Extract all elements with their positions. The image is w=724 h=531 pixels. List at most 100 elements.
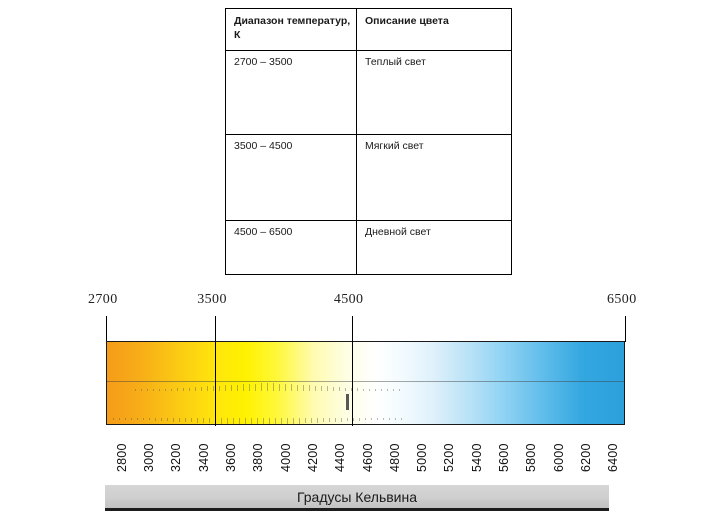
- ruler-tick: [369, 389, 370, 391]
- table-header-range: Диапазон температур, К: [225, 8, 357, 51]
- ruler-tick: [375, 389, 376, 391]
- ruler-tick: [155, 418, 156, 421]
- bottom-tick-label: 3200: [169, 443, 184, 472]
- bottom-tick-label: 3600: [223, 443, 238, 472]
- ruler-tick: [149, 418, 150, 420]
- ruler-tick: [207, 386, 208, 391]
- gradient-midline: [107, 381, 624, 382]
- axis-caption-label: Градусы Кельвина: [296, 489, 418, 505]
- ruler-tick: [273, 383, 274, 391]
- ruler-tick: [227, 418, 228, 424]
- ruler-tick: [137, 418, 138, 420]
- gradient-marker: [346, 394, 349, 410]
- ruler-tick: [383, 418, 384, 420]
- ruler-tick: [333, 387, 334, 391]
- cell-description: Мягкий свет: [356, 134, 512, 221]
- ruler-tick: [281, 418, 282, 424]
- color-temperature-table: Диапазон температур, К Описание цвета 27…: [225, 8, 512, 275]
- cell-description: Дневной свет: [356, 220, 512, 275]
- bottom-tick-label: 3800: [251, 443, 266, 472]
- ruler-tick: [197, 418, 198, 423]
- table-header-row: Диапазон температур, К Описание цвета: [225, 8, 512, 51]
- bottom-tick-label: 5800: [524, 443, 539, 472]
- top-tick-label-row: 2700 3500 4500 6500: [0, 292, 724, 318]
- ruler-tick: [269, 418, 270, 424]
- ruler-tick: [245, 418, 246, 424]
- top-tick-label: 2700: [88, 292, 118, 307]
- divider-line: [215, 316, 217, 426]
- ruler-tick: [201, 387, 202, 391]
- ruler-tick: [341, 418, 342, 422]
- ruler-tick: [395, 418, 396, 420]
- ruler-tick: [143, 418, 144, 420]
- bottom-tick-label: 5200: [442, 443, 457, 472]
- ruler-tick: [401, 418, 402, 420]
- cell-range: 4500 – 6500: [225, 220, 357, 275]
- ruler-tick: [261, 383, 262, 391]
- ruler-tick: [279, 384, 280, 391]
- ruler-tick: [179, 418, 180, 422]
- ruler-tick: [251, 418, 252, 424]
- ruler-tick: [125, 418, 126, 420]
- ruler-tick: [303, 385, 304, 391]
- ruler-tick: [239, 418, 240, 424]
- ruler-tick: [263, 418, 264, 424]
- ruler-tick: [147, 389, 148, 391]
- ruler-ticks-lower: [107, 418, 624, 424]
- ruler-tick: [119, 418, 120, 420]
- bottom-tick-label: 4800: [387, 443, 402, 472]
- ruler-tick: [213, 386, 214, 391]
- bottom-tick-label: 4200: [305, 443, 320, 472]
- table-row: 2700 – 3500 Теплый свет: [225, 50, 512, 135]
- ruler-tick: [257, 418, 258, 424]
- ruler-tick: [195, 387, 196, 391]
- ruler-tick: [165, 389, 166, 391]
- ruler-tick: [135, 389, 136, 391]
- bottom-tick-label: 6200: [579, 443, 594, 472]
- ruler-tick: [243, 384, 244, 391]
- table-row: 4500 – 6500 Дневной свет: [225, 220, 512, 275]
- ruler-tick: [203, 418, 204, 423]
- bottom-tick-label: 2800: [114, 443, 129, 472]
- ruler-tick: [335, 418, 336, 422]
- ruler-tick: [219, 386, 220, 391]
- ruler-tick: [339, 387, 340, 391]
- bottom-tick-label: 3000: [141, 443, 156, 472]
- ruler-tick: [377, 418, 378, 420]
- ruler-tick: [387, 389, 388, 391]
- bottom-tick-label: 6000: [551, 443, 566, 472]
- top-tick-label: 6500: [607, 292, 637, 307]
- ruler-tick: [167, 418, 168, 421]
- ruler-tick: [141, 389, 142, 391]
- ruler-tick: [171, 389, 172, 391]
- ruler-tick: [153, 389, 154, 391]
- ruler-tick: [359, 418, 360, 421]
- ruler-tick: [311, 418, 312, 423]
- bottom-tick-label-row: 2800 3000 3200 3400 3600 3800 4000 4200 4400 4600…: [0, 428, 724, 476]
- top-tick-mark: [106, 316, 107, 342]
- bottom-tick-label: 4000: [278, 443, 293, 472]
- ruler-tick: [323, 418, 324, 422]
- ruler-tick: [315, 386, 316, 391]
- ruler-tick: [321, 386, 322, 391]
- ruler-tick: [351, 388, 352, 391]
- ruler-tick: [233, 418, 234, 424]
- ruler-tick: [363, 389, 364, 391]
- ruler-ticks-upper: [107, 382, 624, 391]
- ruler-tick: [185, 418, 186, 422]
- ruler-tick: [381, 389, 382, 391]
- ruler-tick: [209, 418, 210, 423]
- bottom-tick-label: 5000: [415, 443, 430, 472]
- table-header-description: Описание цвета: [356, 8, 512, 51]
- ruler-tick: [347, 418, 348, 421]
- bottom-tick-label: 4400: [333, 443, 348, 472]
- ruler-tick: [293, 418, 294, 424]
- ruler-tick: [365, 418, 366, 420]
- bottom-tick-label: 5600: [497, 443, 512, 472]
- cell-range: 3500 – 4500: [225, 134, 357, 221]
- ruler-tick: [177, 388, 178, 391]
- bottom-tick-label: 5400: [469, 443, 484, 472]
- ruler-tick: [327, 386, 328, 391]
- ruler-tick: [161, 418, 162, 421]
- ruler-tick: [173, 418, 174, 422]
